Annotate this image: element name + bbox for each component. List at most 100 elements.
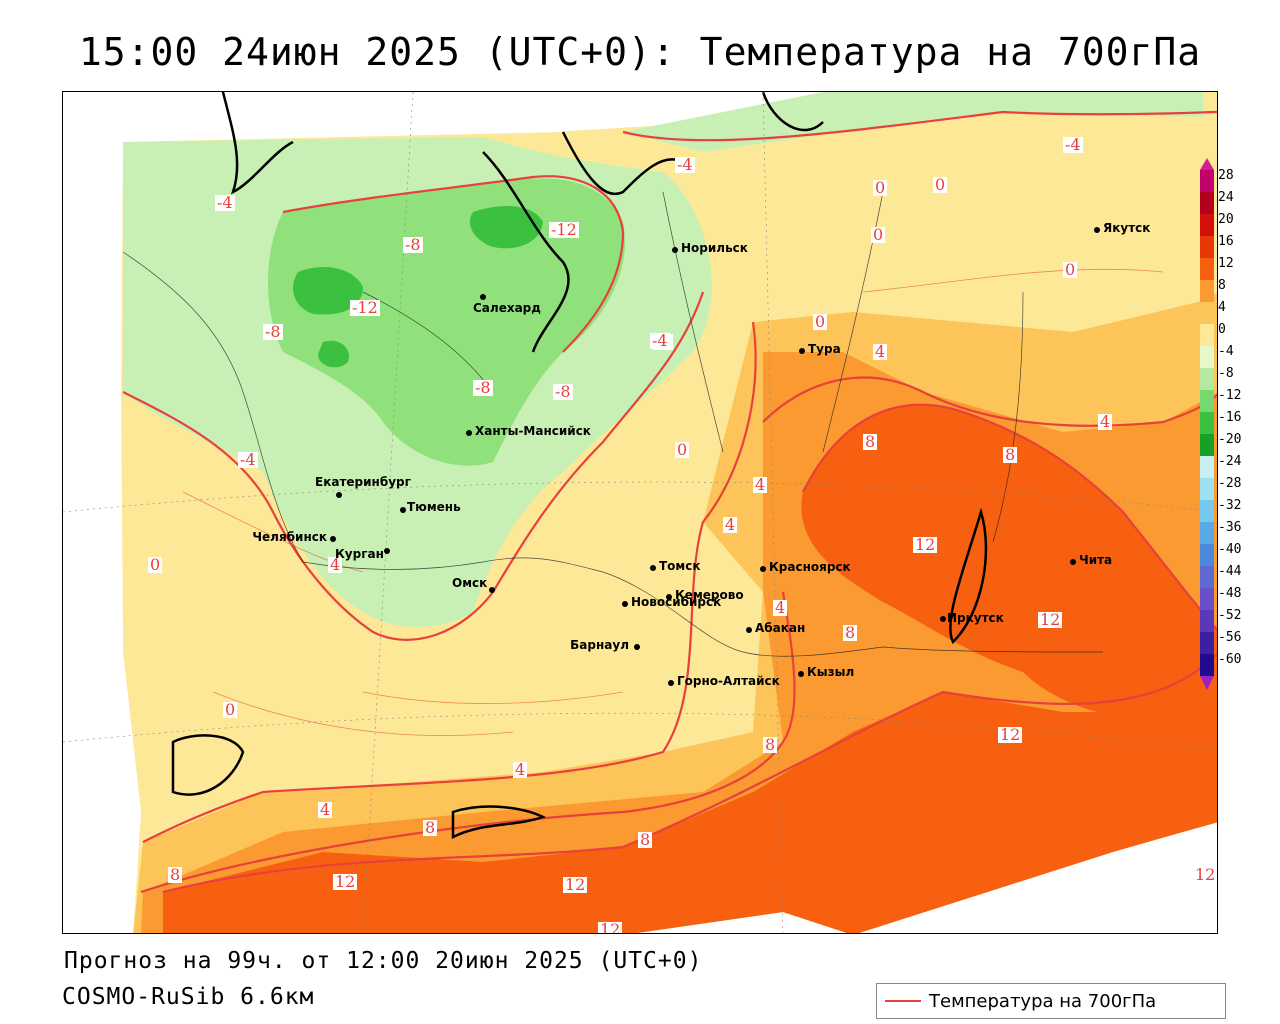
- isotherm-label: 12: [998, 725, 1023, 744]
- isotherm-label: 4: [873, 342, 888, 361]
- isotherm-label: 0: [148, 555, 163, 574]
- isotherm-label: -4: [675, 155, 695, 174]
- city-dot: [672, 247, 678, 253]
- city-dot: [330, 536, 336, 542]
- zone-dark-green-1: [293, 267, 363, 315]
- city-label: Якутск: [1103, 221, 1151, 235]
- city-dot: [650, 565, 656, 571]
- city-label: Ханты-Мансийск: [475, 424, 591, 438]
- map-canvas: [63, 92, 1217, 933]
- city-dot: [622, 601, 628, 607]
- isotherm-label: -4: [1063, 135, 1083, 154]
- isotherm-label: 4: [513, 760, 528, 779]
- isotherm-label: 8: [843, 623, 858, 642]
- zone-12-east: [801, 404, 1217, 720]
- coastlines: [171, 92, 988, 840]
- legend-label: Температура на 700гПа: [929, 990, 1157, 1012]
- colorbar-tick-label: 8: [1218, 278, 1226, 293]
- colorbar-swatch: [1200, 544, 1214, 566]
- city-label: Тюмень: [407, 500, 461, 514]
- colorbar-tick-label: 28: [1218, 168, 1234, 183]
- colorbar-tick-label: -12: [1218, 388, 1241, 403]
- isotherm-label: 0: [1063, 260, 1078, 279]
- city-label: Барнаул: [570, 638, 629, 652]
- isotherm-label: 0: [873, 178, 888, 197]
- region-borders: [122, 191, 1104, 657]
- colorbar-tick-label: -36: [1218, 520, 1241, 535]
- city-dot: [799, 348, 805, 354]
- colorbar-tick-label: 20: [1218, 212, 1234, 227]
- zone-green-west: [268, 178, 625, 466]
- isotherm-label: -12: [350, 298, 380, 317]
- colorbar-top-arrow: [1200, 158, 1214, 170]
- isotherm-label: 12: [563, 875, 588, 894]
- temperature-map: -4-4-4000-12-8-8-12-8-8-8-4-400488444121…: [62, 91, 1218, 934]
- city-dot: [1070, 559, 1076, 565]
- city-label: Салехард: [473, 301, 541, 315]
- city-dot: [336, 492, 342, 498]
- city-dot: [400, 507, 406, 513]
- colorbar-swatch: [1200, 456, 1214, 478]
- city-label: Тура: [808, 342, 841, 356]
- isotherm-label: 4: [773, 598, 788, 617]
- isotherm-label: -8: [403, 235, 423, 254]
- city-dot: [466, 430, 472, 436]
- city-label: Челябинск: [252, 530, 327, 544]
- colorbar-tick-label: -40: [1218, 542, 1241, 557]
- colorbar-swatch: [1200, 236, 1214, 258]
- isotherm-label: 8: [763, 735, 778, 754]
- colorbar-swatch: [1200, 214, 1214, 236]
- colorbar-tick-label: -32: [1218, 498, 1241, 513]
- city-label: Красноярск: [769, 560, 851, 574]
- colorbar-tick-label: 16: [1218, 234, 1234, 249]
- city-dot: [489, 587, 495, 593]
- isotherm-label: 4: [723, 515, 738, 534]
- colorbar-svg: 28 24 20 16 12 8 4 0 -4 -8 -12 -16 -20 -24 -28 -32 -36 -4…: [1200, 158, 1242, 690]
- city-label: Курган: [335, 547, 384, 561]
- city-dot: [634, 644, 640, 650]
- city-label: Новосибирск: [631, 595, 722, 609]
- isotherm-label: 12: [333, 872, 358, 891]
- zone-dark-green-3: [469, 206, 543, 249]
- isotherm-label: 4: [328, 555, 343, 574]
- legend-line-swatch: [885, 1000, 921, 1002]
- outside-bottom-right: [859, 822, 1217, 933]
- map-title: 15:00 24июн 2025 (UTC+0): Температура на…: [78, 30, 1202, 74]
- isotherm-label: -12: [549, 220, 579, 239]
- city-label: Абакан: [755, 621, 806, 635]
- colorbar-swatch: [1200, 324, 1214, 346]
- forecast-info: Прогноз на 99ч. от 12:00 20июн 2025 (UTC…: [64, 948, 703, 974]
- outside-left: [63, 142, 141, 933]
- isotherm-label: 0: [223, 700, 238, 719]
- city-dot: [940, 616, 946, 622]
- isotherm-label: 12: [913, 535, 938, 554]
- city-label: Томск: [659, 559, 701, 573]
- isotherm-label: -4: [215, 193, 235, 212]
- isotherm-label: 8: [1003, 445, 1018, 464]
- isotherm-label: 4: [1098, 412, 1113, 431]
- colorbar-tick-label: -52: [1218, 608, 1241, 623]
- colorbar-swatch: [1200, 302, 1214, 324]
- colorbar-swatch: [1200, 588, 1214, 610]
- isotherm-label: 0: [675, 440, 690, 459]
- model-name: COSMO-RuSib 6.6км: [62, 984, 315, 1010]
- colorbar-tick-label: -60: [1218, 652, 1241, 667]
- colorbar-tick-label: -48: [1218, 586, 1241, 601]
- colorbar: 28 24 20 16 12 8 4 0 -4 -8 -12 -16 -20 -24 -28 -32 -36 -4…: [1196, 158, 1276, 690]
- colorbar-swatch: [1200, 280, 1214, 302]
- colorbar-tick-label: 24: [1218, 190, 1234, 205]
- city-dot: [760, 566, 766, 572]
- colorbar-tick-label: 12: [1218, 256, 1234, 271]
- isotherm-label: -4: [650, 331, 670, 350]
- colorbar-swatch: [1200, 566, 1214, 588]
- colorbar-tick-label: -16: [1218, 410, 1241, 425]
- city-dot: [668, 680, 674, 686]
- city-label: Кызыл: [807, 665, 855, 679]
- graticule: [63, 92, 1217, 933]
- colorbar-swatch: [1200, 632, 1214, 654]
- city-label: Екатеринбург: [315, 475, 411, 489]
- zone-dark-green-2: [318, 340, 349, 368]
- city-label: Чита: [1079, 553, 1113, 567]
- isotherm-label: 4: [753, 475, 768, 494]
- colorbar-tick-label: -44: [1218, 564, 1242, 579]
